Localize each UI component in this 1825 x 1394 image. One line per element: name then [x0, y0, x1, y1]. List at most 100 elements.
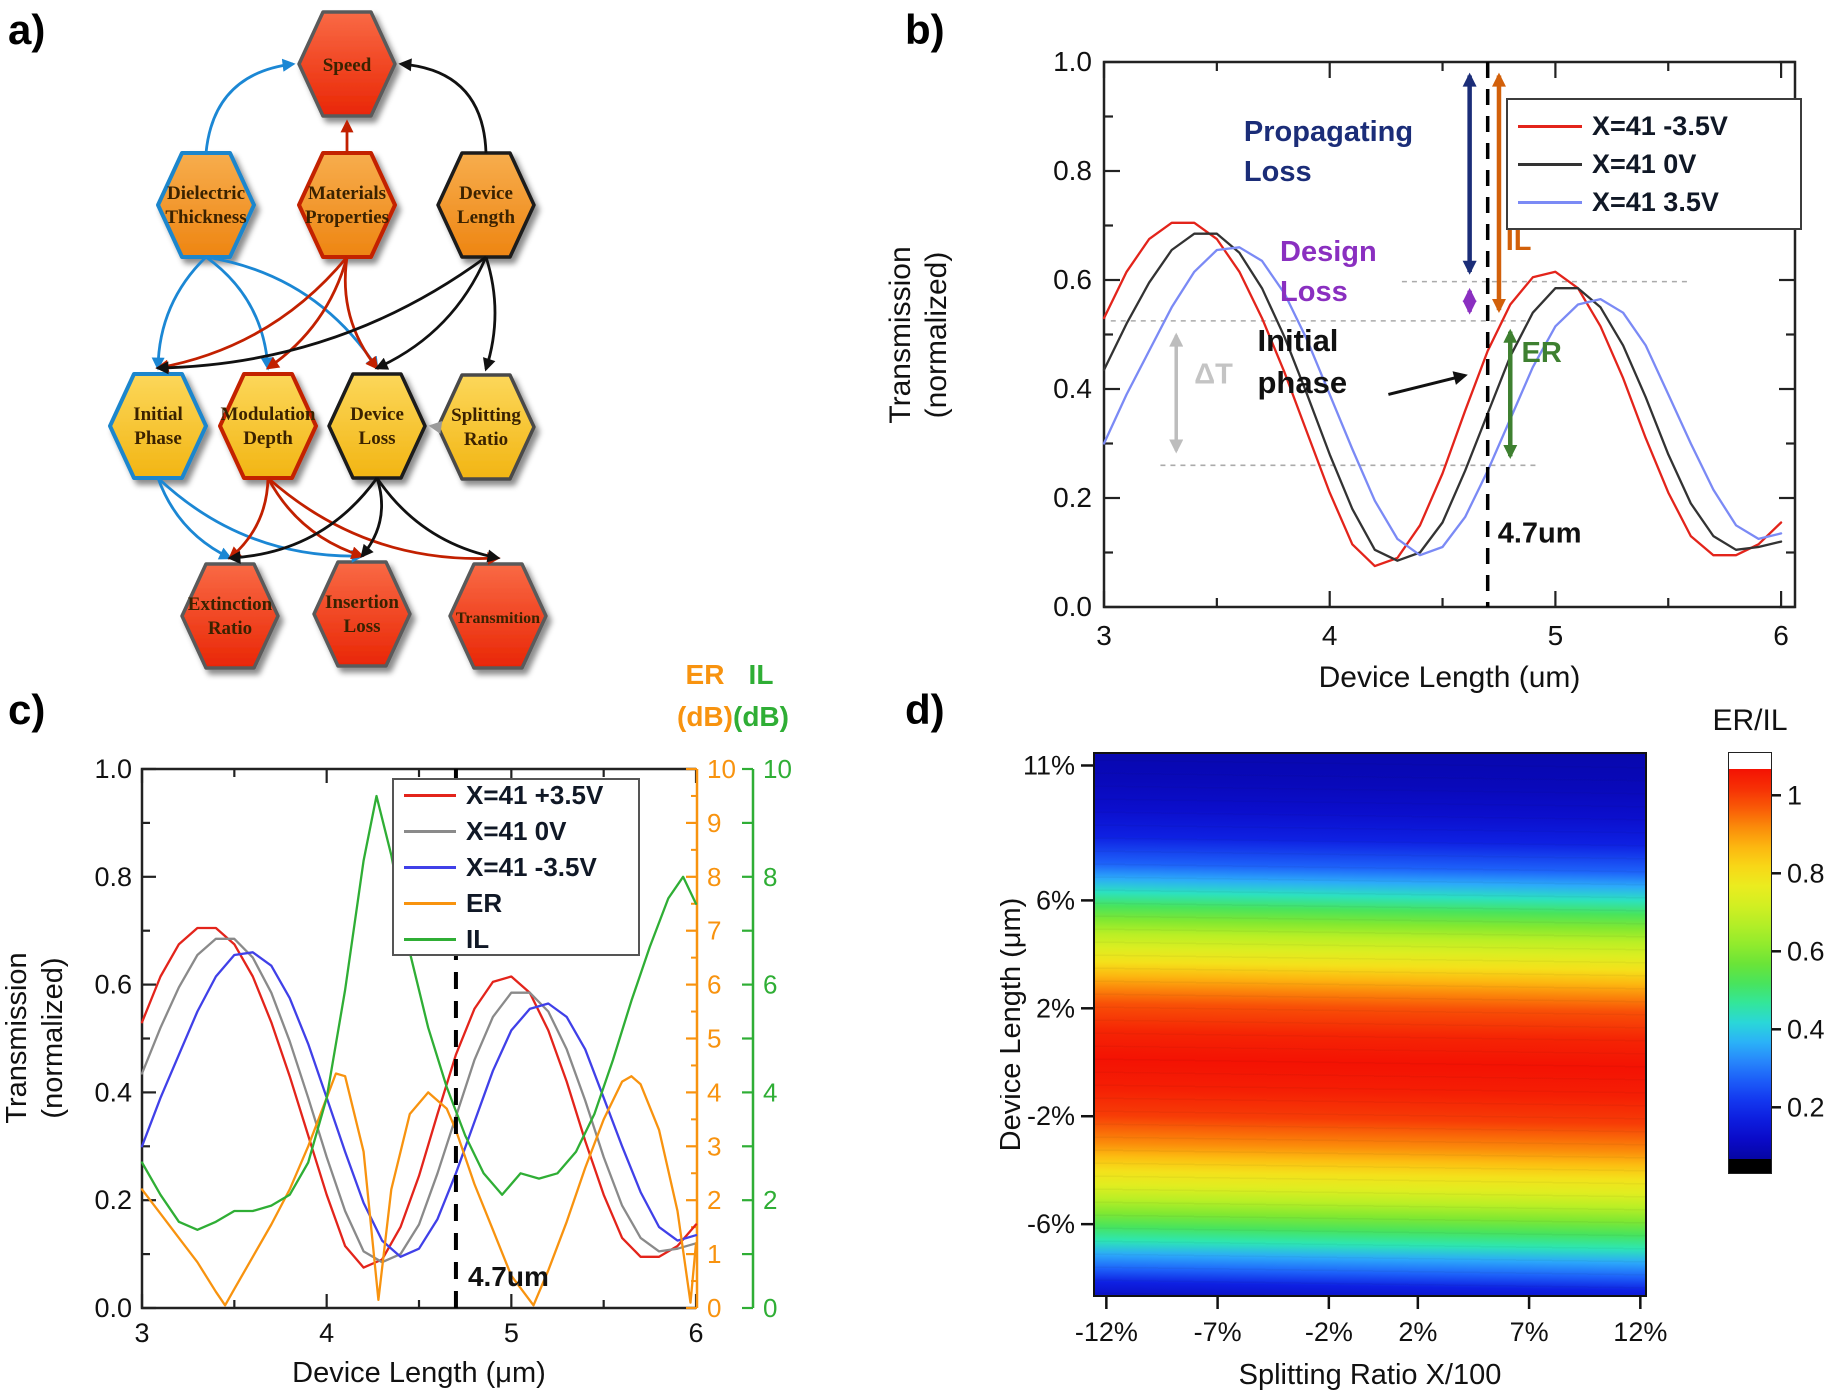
- legend-panel-b: X=41 -3.5V X=41 0V X=41 3.5V: [1506, 98, 1802, 230]
- legend-line-sample: [1518, 200, 1582, 204]
- svg-text:Splitting: Splitting: [451, 405, 521, 426]
- node-splitting-ratio: Splitting Ratio: [436, 373, 536, 481]
- svg-text:Ratio: Ratio: [208, 618, 252, 639]
- transmission-vs-length-chart: 3 4 5 6 0.0 0.2 0.4 0.6 0.8 1.0 Device Length (um)…: [884, 46, 1797, 694]
- svg-text:Transmition: Transmition: [456, 610, 540, 627]
- svg-text:2: 2: [763, 1185, 777, 1215]
- svg-text:Device: Device: [350, 404, 404, 425]
- svg-text:0.4: 0.4: [94, 1077, 132, 1107]
- svg-text:3: 3: [707, 1131, 721, 1161]
- svg-text:Loss: Loss: [359, 428, 396, 449]
- svg-text:6%: 6%: [1036, 885, 1075, 915]
- svg-text:ER: ER: [1522, 337, 1562, 369]
- panel-label-c: c): [8, 686, 46, 733]
- series-line-X=41 -3.5V: [140, 951, 698, 1258]
- svg-text:0.0: 0.0: [94, 1293, 132, 1323]
- legend-line-sample: [404, 901, 456, 905]
- svg-text:6: 6: [688, 1318, 703, 1348]
- svg-text:0: 0: [763, 1293, 777, 1323]
- edge-device-loss-to-insertion-loss: [360, 477, 383, 558]
- legend-item: X=41 +3.5V: [404, 780, 628, 811]
- svg-text:0.0: 0.0: [1053, 591, 1092, 622]
- edge-device-length-to-speed: [398, 58, 488, 154]
- legend-item: X=41 0V: [404, 816, 628, 847]
- svg-text:phase: phase: [1257, 365, 1347, 400]
- svg-text:2%: 2%: [1398, 1317, 1437, 1347]
- legend-line-sample: [1518, 162, 1582, 166]
- legend-label: X=41 0V: [1592, 148, 1697, 179]
- svg-text:4.7um: 4.7um: [468, 1261, 549, 1292]
- svg-text:Depth: Depth: [243, 428, 293, 449]
- svg-text:-2%: -2%: [1305, 1317, 1353, 1347]
- svg-text:(normalized): (normalized): [920, 252, 953, 419]
- svg-text:(normalized): (normalized): [37, 957, 69, 1118]
- svg-text:(dB): (dB): [733, 701, 789, 732]
- series-line-X=41 0V: [140, 937, 698, 1264]
- node-device-loss: Device Loss: [327, 372, 427, 480]
- svg-text:Loss: Loss: [1280, 276, 1348, 308]
- svg-text:IL: IL: [1506, 225, 1532, 257]
- svg-text:Dielectric: Dielectric: [167, 183, 245, 204]
- legend-line-sample: [404, 937, 456, 941]
- svg-text:0.4: 0.4: [1787, 1014, 1825, 1044]
- svg-text:4: 4: [763, 1077, 777, 1107]
- legend-item: X=41 0V: [1518, 149, 1790, 180]
- legend-line-sample: [404, 829, 456, 833]
- series-line-X=41 +3.5V: [140, 926, 698, 1269]
- edge-initial-phase-to-extinction-ratio: [156, 477, 233, 560]
- edge-materials-to-initial-phase: [155, 256, 349, 373]
- legend-label: X=41 0V: [466, 815, 567, 846]
- svg-text:-7%: -7%: [1194, 1317, 1242, 1347]
- edge-device-loss-to-extinction-ratio: [227, 477, 379, 564]
- node-device-length: Device Length: [436, 151, 536, 259]
- edge-materials-to-modulation-depth: [265, 256, 349, 370]
- svg-text:10: 10: [707, 754, 736, 784]
- node-dielectric: Dielectric Thickness: [156, 151, 256, 259]
- node-extinction-ratio: Extinction Ratio: [180, 562, 280, 670]
- series-line-X=41 -3.5V: [1102, 221, 1783, 568]
- svg-text:4: 4: [707, 1077, 721, 1107]
- svg-text:Length: Length: [457, 207, 516, 228]
- legend-line-sample: [404, 865, 456, 869]
- edge-modulation-depth-to-extinction-ratio: [228, 477, 270, 560]
- svg-text:8: 8: [763, 862, 777, 892]
- svg-text:0.6: 0.6: [1787, 936, 1825, 966]
- svg-text:Transmission: Transmission: [1, 952, 33, 1123]
- svg-text:6: 6: [1773, 620, 1789, 651]
- svg-text:Splitting Ratio X/100: Splitting Ratio X/100: [1239, 1359, 1502, 1391]
- svg-text:Loss: Loss: [344, 616, 381, 637]
- svg-text:0.2: 0.2: [1053, 482, 1092, 513]
- edge-device-length-to-splitting-ratio: [482, 256, 497, 372]
- edge-device-loss-to-transmition: [375, 477, 501, 563]
- colorbar: [1728, 752, 1772, 1174]
- legend-item: X=41 -3.5V: [1518, 111, 1790, 142]
- svg-text:ΔT: ΔT: [1194, 359, 1233, 391]
- panel-label-b: b): [905, 6, 945, 53]
- legend-label: ER: [466, 887, 503, 918]
- svg-text:9: 9: [707, 808, 721, 838]
- svg-text:IL: IL: [749, 659, 774, 690]
- svg-text:Design: Design: [1280, 236, 1377, 268]
- svg-text:Propagating: Propagating: [1244, 116, 1413, 148]
- svg-text:(dB): (dB): [677, 701, 733, 732]
- node-initial-phase: Initial Phase: [108, 372, 208, 480]
- panel-label-d: d): [905, 686, 945, 733]
- node-insertion-loss: Insertion Loss: [312, 560, 412, 668]
- legend-label: X=41 +3.5V: [466, 779, 604, 810]
- svg-text:4: 4: [1322, 620, 1338, 651]
- svg-text:Modulation: Modulation: [220, 404, 315, 425]
- svg-text:ER: ER: [686, 659, 725, 690]
- svg-text:Speed: Speed: [323, 55, 372, 76]
- svg-text:7: 7: [707, 916, 721, 946]
- node-modulation-depth: Modulation Depth: [218, 372, 318, 480]
- edge-initial-phase-to-insertion-loss: [157, 476, 365, 563]
- svg-text:0.2: 0.2: [1787, 1092, 1825, 1122]
- transmission-er-il-chart: 3 4 5 6 0.0 0.2 0.4 0.6 0.8 1.0 Device Length (μm)…: [1, 659, 792, 1389]
- edge-dielectric-to-initial-phase: [151, 255, 207, 371]
- edge-dielectric-to-modulation-depth: [205, 255, 274, 371]
- edge-dielectric-to-speed: [204, 58, 296, 154]
- svg-text:10: 10: [763, 754, 792, 784]
- series-line-IL: [140, 794, 698, 1231]
- svg-text:Transmission: Transmission: [884, 246, 917, 423]
